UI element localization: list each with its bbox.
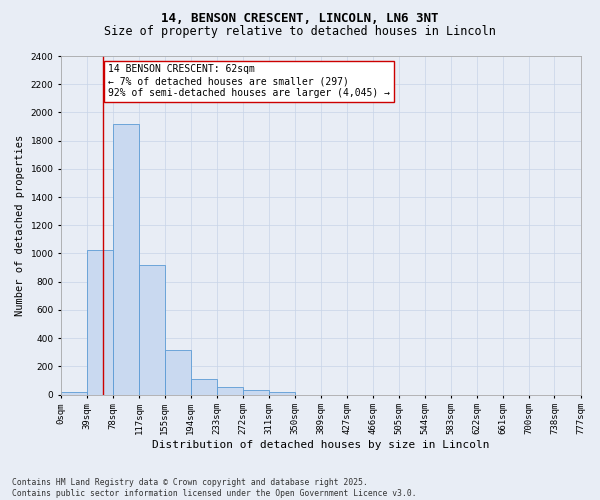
Text: Size of property relative to detached houses in Lincoln: Size of property relative to detached ho…	[104, 25, 496, 38]
Bar	[191, 379, 217, 394]
Bar	[217, 387, 243, 394]
X-axis label: Distribution of detached houses by size in Lincoln: Distribution of detached houses by size …	[152, 440, 490, 450]
Bar	[243, 390, 269, 394]
Y-axis label: Number of detached properties: Number of detached properties	[15, 134, 25, 316]
Bar	[165, 350, 191, 395]
Text: 14 BENSON CRESCENT: 62sqm
← 7% of detached houses are smaller (297)
92% of semi-: 14 BENSON CRESCENT: 62sqm ← 7% of detach…	[108, 64, 390, 98]
Bar	[61, 392, 87, 394]
Bar	[113, 124, 139, 394]
Bar	[87, 250, 113, 394]
Bar	[269, 392, 295, 394]
Text: Contains HM Land Registry data © Crown copyright and database right 2025.
Contai: Contains HM Land Registry data © Crown c…	[12, 478, 416, 498]
Text: 14, BENSON CRESCENT, LINCOLN, LN6 3NT: 14, BENSON CRESCENT, LINCOLN, LN6 3NT	[161, 12, 439, 26]
Bar	[139, 265, 166, 394]
